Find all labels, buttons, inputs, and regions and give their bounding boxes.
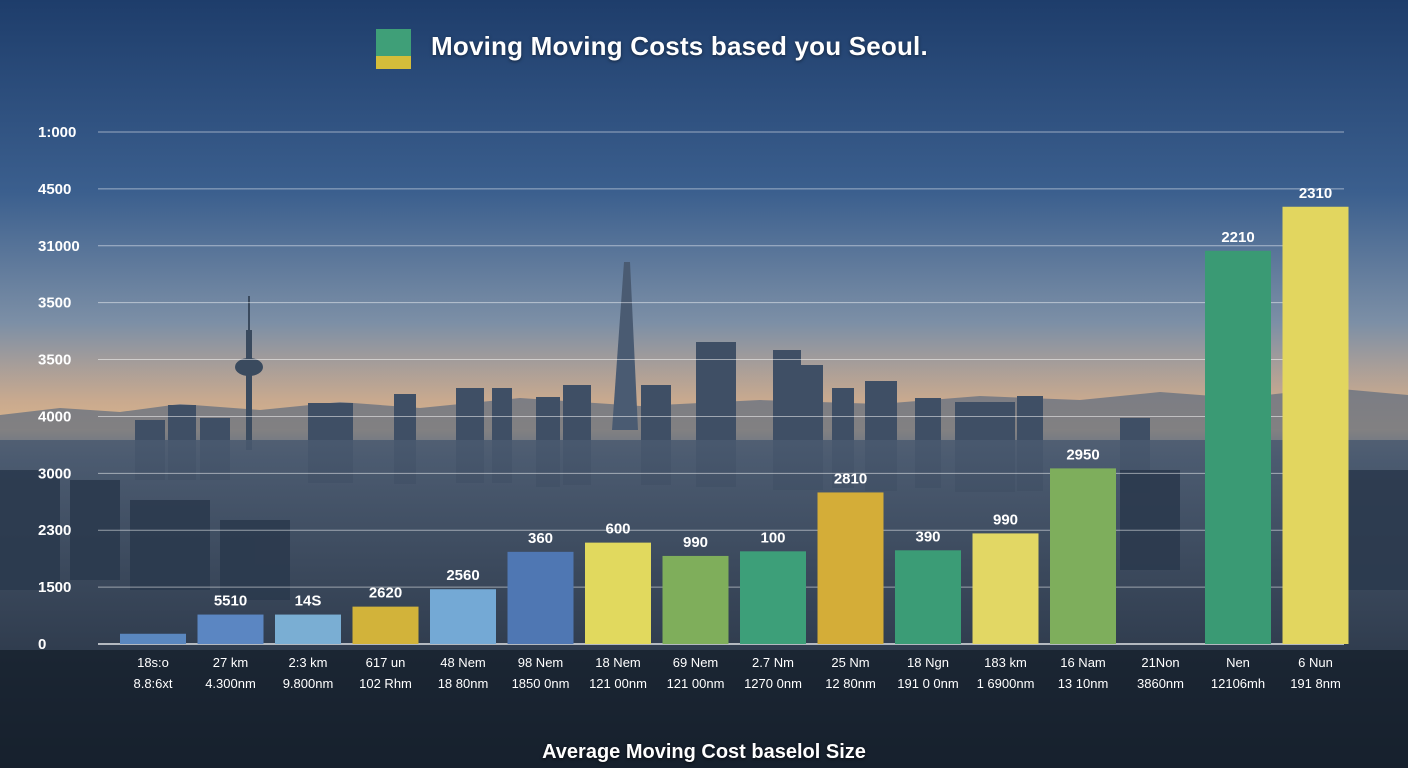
x-tick-sublabel: 191 8nm — [1290, 676, 1341, 691]
legend-swatch-green — [376, 29, 411, 56]
x-tick-label: 2.7 Nm — [752, 655, 794, 670]
bar-value-label: 390 — [915, 528, 940, 545]
x-axis-label: Average Moving Cost baselol Size — [542, 741, 866, 763]
bar — [740, 551, 806, 644]
bar-value-label: 600 — [605, 521, 630, 538]
x-tick-sublabel: 9.800nm — [283, 676, 334, 691]
x-tick-sublabel: 8.8:6xt — [133, 676, 172, 691]
bar-value-label: 5510 — [214, 593, 247, 610]
y-tick-label: 2300 — [38, 522, 71, 539]
y-tick-label: 3500 — [38, 352, 71, 369]
x-tick-label: Nen — [1226, 655, 1250, 670]
y-tick-label: 1:000 — [38, 124, 76, 141]
y-tick-label: 4500 — [38, 181, 71, 198]
x-tick-sublabel: 13 10nm — [1058, 676, 1109, 691]
chart-title: Moving Moving Costs based you Seoul. — [431, 31, 928, 61]
bar — [972, 533, 1039, 644]
bar-value-label: 14S — [295, 593, 322, 610]
bar — [120, 633, 186, 644]
x-tick-sublabel: 1850 0nm — [512, 676, 570, 691]
bar — [352, 606, 419, 644]
bars — [120, 206, 1349, 644]
grid-lines — [98, 131, 1344, 645]
bar-value-label: 2810 — [834, 470, 867, 487]
bar — [275, 614, 341, 644]
x-tick-label: 2:3 km — [288, 655, 327, 670]
bar — [817, 492, 884, 644]
x-tick-label: 16 Nam — [1060, 655, 1106, 670]
x-tick-label: 21Non — [1141, 655, 1179, 670]
bar-value-label: 2620 — [369, 585, 402, 602]
x-tick-label: 98 Nem — [518, 655, 564, 670]
y-axis-ticks: 0 1500 2300 3000 4000 3500 3500 31000 4500 1:000 — [38, 124, 80, 653]
x-tick-label: 6 Nun — [1298, 655, 1333, 670]
bar — [1205, 250, 1271, 644]
bar — [197, 614, 264, 644]
y-tick-label: 1500 — [38, 579, 71, 596]
bar-value-label: 2560 — [446, 567, 479, 584]
x-tick-sublabel: 1 6900nm — [977, 676, 1035, 691]
x-tick-sublabel: 121 00nm — [667, 676, 725, 691]
x-tick-sublabel: 102 Rhm — [359, 676, 412, 691]
value-labels: 5510 14S 2620 2560 360 600 990 100 2810 390 990 295… — [214, 185, 1332, 610]
x-tick-sublabel: 191 0 0nm — [897, 676, 958, 691]
bar — [895, 550, 961, 644]
bar-value-label: 990 — [683, 534, 708, 551]
bar — [1282, 206, 1349, 644]
x-tick-label: 183 km — [984, 655, 1027, 670]
bar — [430, 589, 496, 644]
bar — [585, 542, 651, 644]
x-tick-label: 617 un — [366, 655, 406, 670]
bar — [1050, 468, 1116, 644]
x-tick-sublabel: 4.300nm — [205, 676, 256, 691]
x-tick-sublabel: 1270 0nm — [744, 676, 802, 691]
bar — [507, 551, 574, 644]
bar — [662, 555, 729, 644]
x-tick-sublabel: 12 80nm — [825, 676, 876, 691]
x-tick-label: 18 Nem — [595, 655, 641, 670]
x-tick-label: 25 Nm — [831, 655, 869, 670]
x-tick-label: 18s:o — [137, 655, 169, 670]
y-tick-label: 0 — [38, 636, 46, 653]
y-tick-label: 3500 — [38, 295, 71, 312]
x-tick-sublabel: 3860nm — [1137, 676, 1184, 691]
bar-value-label: 360 — [528, 530, 553, 547]
x-tick-sublabel: 12106mh — [1211, 676, 1265, 691]
bar-value-label: 100 — [760, 529, 785, 546]
y-tick-label: 4000 — [38, 408, 71, 425]
x-tick-label: 69 Nem — [673, 655, 719, 670]
y-tick-label: 31000 — [38, 238, 80, 255]
bar-value-label: 2210 — [1221, 229, 1254, 246]
x-tick-sublabel: 18 80nm — [438, 676, 489, 691]
x-tick-label: 48 Nem — [440, 655, 486, 670]
x-axis-ticks: 18s:o 8.8:6xt 27 km 4.300nm 2:3 km 9.800nm 617… — [133, 655, 1340, 691]
legend-swatch-yellow — [376, 56, 411, 69]
bar-value-label: 2950 — [1066, 446, 1099, 463]
x-tick-label: 18 Ngn — [907, 655, 949, 670]
x-tick-label: 27 km — [213, 655, 248, 670]
x-tick-sublabel: 121 00nm — [589, 676, 647, 691]
bar-value-label: 990 — [993, 511, 1018, 528]
bar-value-label: 2310 — [1299, 185, 1332, 202]
y-tick-label: 3000 — [38, 465, 71, 482]
